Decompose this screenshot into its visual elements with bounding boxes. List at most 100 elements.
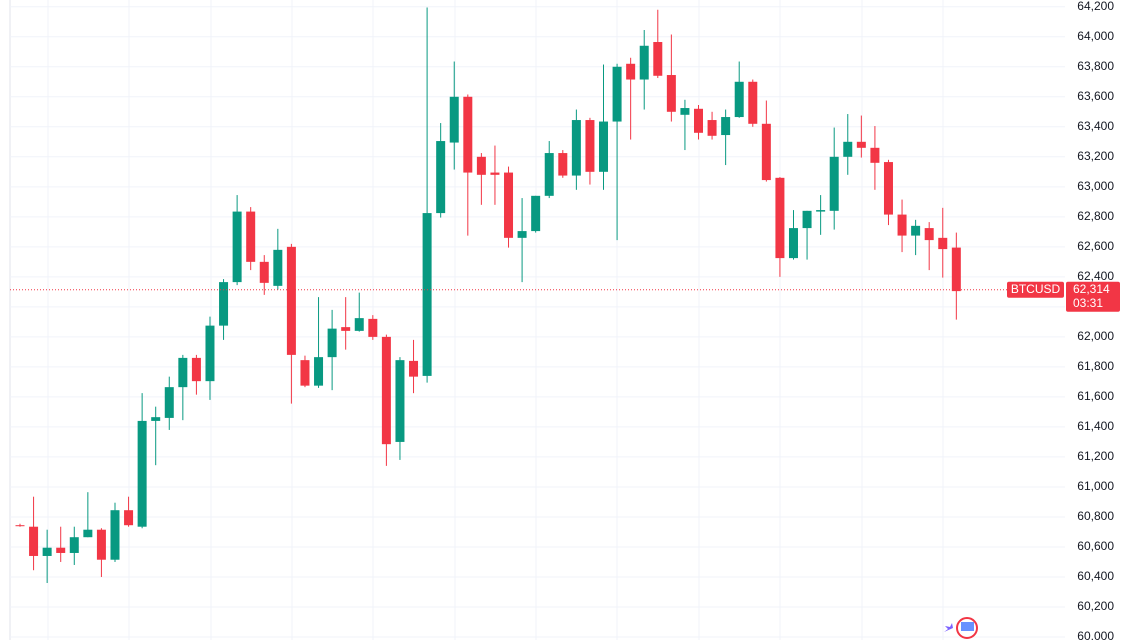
y-tick-label: 60,000 (1077, 629, 1114, 640)
candle-body (558, 153, 568, 176)
candle-body (273, 249, 283, 286)
candle-body (612, 66, 622, 122)
y-tick-label: 62,800 (1077, 209, 1114, 223)
price-tag (1066, 281, 1120, 312)
candle-body (124, 510, 134, 526)
candle-body (599, 121, 609, 172)
countdown-label: 03:31 (1073, 296, 1103, 310)
candle-body (191, 357, 201, 382)
symbol-tag (1007, 281, 1064, 298)
candle-body (422, 213, 432, 376)
candle-body (259, 261, 269, 283)
y-tick-label: 63,800 (1077, 59, 1114, 73)
y-tick-label: 60,800 (1077, 509, 1114, 523)
candles (15, 7, 961, 583)
y-tick-label: 64,200 (1077, 0, 1114, 13)
candle-body (327, 328, 337, 358)
candle-body (721, 117, 731, 136)
candle-body (571, 120, 581, 176)
candle-body (205, 325, 215, 382)
candle-body (490, 172, 500, 175)
symbol-label: BTCUSD (1011, 282, 1061, 296)
y-tick-label: 64,000 (1077, 29, 1114, 43)
candle-body (816, 210, 826, 212)
candle-body (463, 96, 473, 173)
candle-body (178, 357, 188, 388)
candle-body (829, 156, 839, 211)
candle-body (164, 387, 174, 418)
y-tick-label: 63,000 (1077, 179, 1114, 193)
y-tick-label: 63,600 (1077, 89, 1114, 103)
candle-body (639, 45, 649, 80)
candle-body (951, 247, 961, 292)
y-tick-label: 61,800 (1077, 359, 1114, 373)
candle-body (110, 510, 120, 560)
candle-body (734, 81, 744, 118)
y-tick-label: 63,400 (1077, 119, 1114, 133)
candle-body (883, 162, 893, 215)
price-axis: 60,000 60,200 60,400 60,600 60,800 61,000 61,2… (1077, 0, 1114, 640)
y-tick-label: 63,200 (1077, 149, 1114, 163)
y-tick-label: 62,400 (1077, 269, 1114, 283)
candle-body (856, 141, 866, 148)
candle-body (151, 417, 161, 421)
candle-body (653, 42, 663, 76)
candle-body (83, 529, 93, 538)
candle-body (544, 153, 554, 196)
candle-body (666, 75, 676, 112)
candle-body (626, 63, 636, 80)
candle-body (286, 246, 296, 355)
candle-body (694, 108, 703, 133)
candle-body (897, 214, 907, 236)
candle-body (409, 360, 419, 377)
candle-body (788, 228, 798, 259)
candle-body (911, 225, 921, 236)
candle-body (802, 210, 812, 229)
candle-body (843, 141, 853, 157)
candle-body (232, 211, 242, 283)
candle-body (137, 420, 147, 527)
candle-body (436, 141, 446, 214)
candle-body (504, 172, 514, 238)
candle-body (449, 96, 459, 143)
candle-body (300, 360, 310, 386)
candle-body (246, 211, 256, 262)
time-grid (9, 0, 944, 640)
candle-body (341, 327, 351, 331)
candle-body (29, 526, 39, 556)
tradingview-logo (944, 617, 978, 639)
candle-body (748, 81, 758, 124)
candle-body (775, 177, 785, 259)
candle-body (707, 120, 717, 136)
y-tick-label: 60,600 (1077, 539, 1114, 553)
candle-body (219, 282, 229, 326)
candle-body (381, 336, 391, 445)
price-grid (10, 6, 1065, 638)
y-tick-label: 61,200 (1077, 449, 1114, 463)
candle-body (56, 547, 66, 553)
y-tick-label: 61,400 (1077, 419, 1114, 433)
last-price-label: 62,314 (1073, 282, 1110, 296)
y-tick-label: 62,600 (1077, 239, 1114, 253)
candle-body (938, 237, 948, 250)
candle-body (354, 318, 364, 331)
candle-body (531, 195, 541, 232)
y-tick-label: 61,600 (1077, 389, 1114, 403)
candle-body (69, 537, 79, 553)
candle-body (761, 123, 771, 181)
candle-body (395, 360, 405, 442)
candle-body (42, 547, 52, 556)
candle-body (680, 108, 690, 115)
candle-body (924, 228, 934, 241)
y-tick-label: 60,200 (1077, 599, 1114, 613)
candle-body (517, 231, 527, 238)
candle-body (476, 156, 486, 175)
y-tick-label: 61,000 (1077, 479, 1114, 493)
candle-body (96, 529, 106, 560)
candle-body (314, 357, 324, 386)
candle-body (585, 120, 595, 172)
candle-body (368, 318, 378, 337)
candle-body (15, 525, 25, 527)
y-tick-label: 62,000 (1077, 329, 1114, 343)
